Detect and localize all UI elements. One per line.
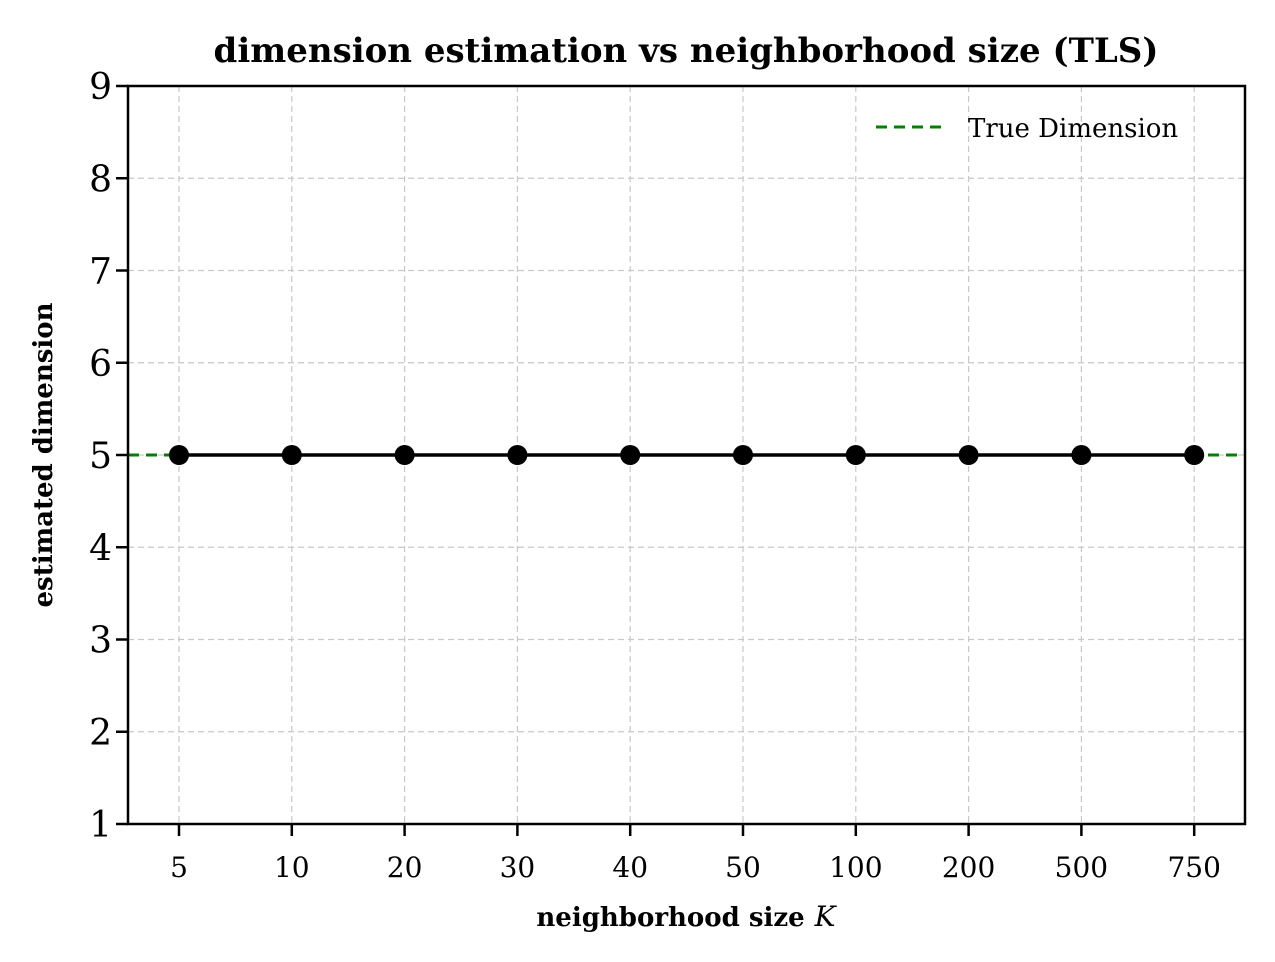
x-axis: 5 10 20 30 40 50 100 200 500 750 bbox=[170, 824, 1221, 884]
y-tick-label: 7 bbox=[89, 252, 112, 293]
y-tick-label: 6 bbox=[89, 344, 112, 385]
y-axis: 1 2 3 4 5 6 7 8 9 bbox=[89, 67, 128, 846]
x-axis-label: neighborhood size K bbox=[536, 900, 837, 933]
data-point bbox=[845, 445, 866, 465]
y-tick-label: 5 bbox=[89, 436, 112, 477]
data-point bbox=[169, 445, 189, 465]
x-tick-label: 500 bbox=[1055, 851, 1108, 884]
chart-title: dimension estimation vs neighborhood siz… bbox=[214, 31, 1159, 71]
x-tick-label: 10 bbox=[274, 851, 310, 884]
x-tick-label: 200 bbox=[942, 851, 995, 884]
x-tick-label: 5 bbox=[170, 851, 188, 884]
y-tick-label: 3 bbox=[89, 621, 112, 662]
legend: True Dimension bbox=[876, 114, 1178, 144]
y-tick-label: 2 bbox=[89, 713, 112, 754]
legend-true-dimension-label: True Dimension bbox=[968, 114, 1178, 144]
x-tick-label: 20 bbox=[387, 851, 423, 884]
x-axis-label-variable: K bbox=[814, 900, 838, 933]
y-tick-label: 4 bbox=[89, 528, 112, 569]
data-point bbox=[733, 445, 753, 465]
x-tick-label: 50 bbox=[725, 851, 761, 884]
data-point bbox=[1071, 445, 1092, 465]
data-point bbox=[958, 445, 979, 465]
y-axis-label: estimated dimension bbox=[29, 302, 59, 607]
y-tick-label: 8 bbox=[89, 159, 112, 200]
data-point bbox=[394, 445, 415, 465]
x-tick-label: 750 bbox=[1167, 851, 1220, 884]
y-tick-label: 1 bbox=[89, 805, 112, 846]
series-group bbox=[169, 445, 1205, 465]
data-point bbox=[507, 445, 528, 465]
data-point bbox=[1184, 445, 1205, 465]
x-tick-label: 40 bbox=[612, 851, 648, 884]
data-point bbox=[620, 445, 641, 465]
y-tick-label: 9 bbox=[89, 67, 112, 108]
grid bbox=[128, 85, 1245, 825]
x-axis-label-text: neighborhood size bbox=[536, 903, 804, 933]
x-tick-label: 100 bbox=[829, 851, 882, 884]
x-tick-label: 30 bbox=[500, 851, 536, 884]
data-point bbox=[281, 445, 302, 465]
